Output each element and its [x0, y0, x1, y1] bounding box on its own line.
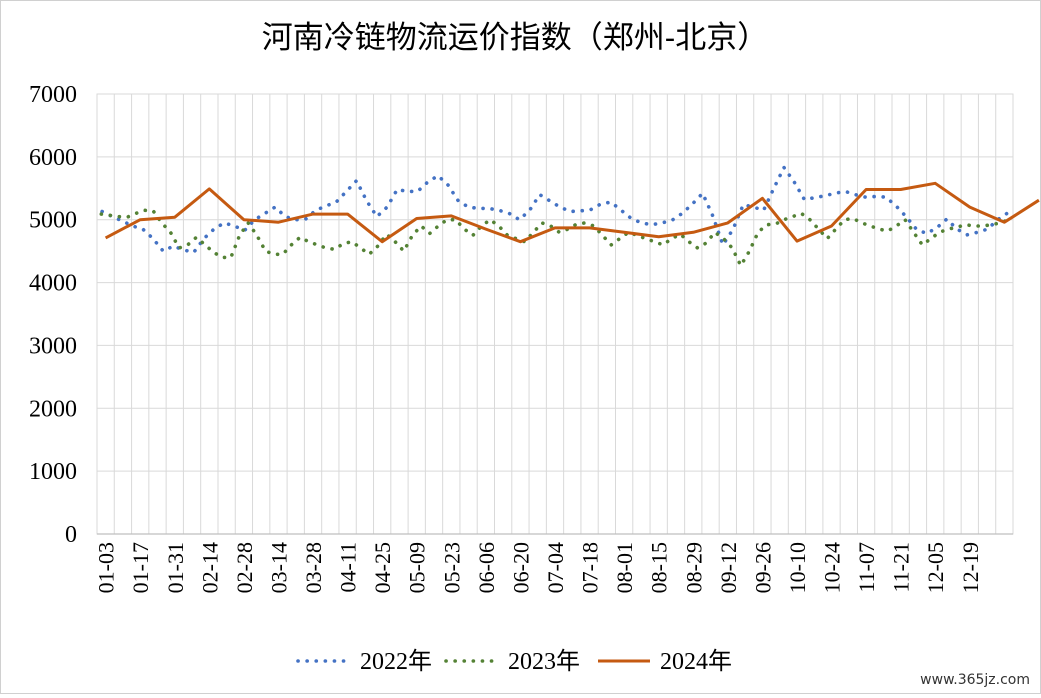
x-tick-label: 03-28 — [301, 542, 326, 593]
x-tick-label: 06-20 — [508, 542, 533, 593]
legend-label-1: 2022年 — [360, 648, 432, 675]
x-tick-label: 03-14 — [266, 542, 291, 593]
y-axis-ticks: 0 1000 2000 3000 4000 5000 6000 7000 — [29, 82, 77, 548]
x-tick-label: 05-09 — [405, 542, 430, 593]
x-tick-label: 02-14 — [197, 542, 222, 593]
y-tick-label: 6000 — [29, 145, 77, 171]
x-tick-label: 08-29 — [681, 542, 706, 593]
x-tick-label: 08-01 — [612, 542, 637, 593]
x-tick-label: 09-12 — [716, 542, 741, 593]
y-tick-label: 2000 — [29, 396, 77, 422]
x-axis-ticks: 01-03 01-17 01-31 02-14 02-28 03-14 03-28 04-11… — [94, 542, 983, 593]
series-layer — [99, 165, 1040, 268]
series-line-3 — [104, 181, 1040, 244]
y-tick-label: 3000 — [29, 333, 77, 359]
legend: 2022年 2023年 2024年 — [296, 648, 732, 675]
x-tick-label: 06-06 — [474, 542, 499, 593]
legend-label-2: 2023年 — [508, 648, 580, 675]
y-tick-label: 5000 — [29, 208, 77, 234]
x-tick-label: 09-26 — [750, 542, 775, 593]
y-tick-label: 0 — [65, 522, 77, 548]
y-tick-label: 7000 — [29, 82, 77, 108]
series-line-2 — [99, 208, 1011, 268]
x-tick-label: 07-04 — [543, 542, 568, 593]
x-tick-label: 10-24 — [820, 542, 845, 593]
x-tick-label: 04-11 — [336, 542, 361, 593]
watermark-text: www.365jz.com — [920, 672, 1030, 688]
x-tick-label: 12-05 — [923, 542, 948, 593]
series-line-1 — [100, 165, 1010, 255]
x-tick-label: 12-19 — [958, 542, 983, 593]
x-tick-label: 11-21 — [889, 542, 914, 593]
chart-title: 河南冷链物流运价指数（郑州-北京） — [262, 20, 768, 56]
x-tick-label: 02-28 — [232, 542, 257, 593]
grid — [96, 93, 1014, 535]
x-tick-label: 05-23 — [439, 542, 464, 593]
y-tick-label: 1000 — [29, 459, 77, 485]
x-tick-label: 01-31 — [163, 542, 188, 593]
x-tick-label: 01-17 — [128, 542, 153, 593]
x-tick-label: 11-07 — [854, 542, 879, 593]
x-tick-label: 10-10 — [785, 542, 810, 593]
y-tick-label: 4000 — [29, 271, 77, 297]
x-tick-label: 04-25 — [370, 542, 395, 593]
x-tick-label: 08-15 — [647, 542, 672, 593]
legend-label-3: 2024年 — [660, 648, 732, 675]
x-tick-label: 01-03 — [94, 542, 119, 593]
x-tick-label: 07-18 — [578, 542, 603, 593]
